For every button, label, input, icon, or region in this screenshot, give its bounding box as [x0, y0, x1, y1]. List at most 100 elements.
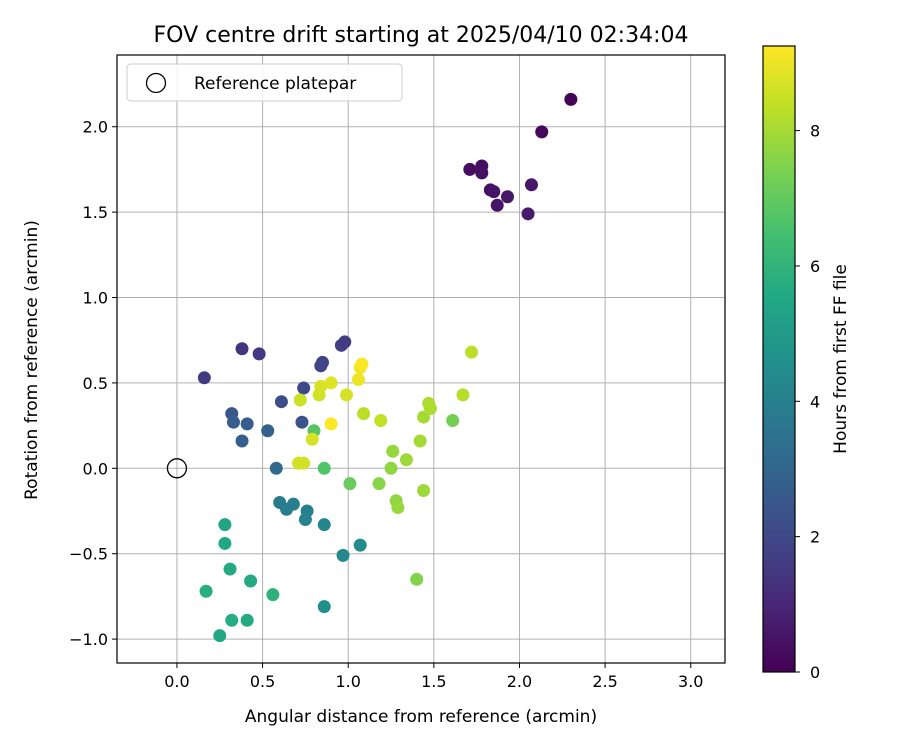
data-point: [305, 432, 319, 446]
data-point: [564, 92, 578, 106]
y-axis-label: Rotation from reference (arcmin): [22, 220, 42, 500]
data-point: [423, 402, 437, 416]
x-tick-label: 1.0: [335, 672, 360, 691]
data-point: [218, 536, 232, 550]
legend-entry-reference: Reference platepar: [194, 74, 356, 94]
x-tick-label: 0.5: [250, 672, 275, 691]
colorbar-tick-label: 4: [810, 392, 820, 411]
colorbar: 0 2 4 6 8 Hours from first FF file: [762, 45, 851, 682]
colorbar-ticks: 0 2 4 6 8: [795, 122, 820, 682]
legend: Reference platepar: [126, 63, 403, 102]
data-point: [252, 347, 266, 361]
data-point: [353, 538, 367, 552]
data-point: [446, 413, 460, 427]
data-point: [372, 477, 386, 491]
data-point: [266, 588, 280, 602]
y-tick-label: −0.5: [69, 545, 108, 564]
data-point: [317, 518, 331, 532]
data-point: [338, 335, 352, 349]
data-point: [324, 417, 338, 431]
data-point: [456, 388, 470, 402]
data-point: [314, 359, 328, 373]
data-point: [524, 178, 538, 192]
data-point: [384, 461, 398, 475]
data-point: [235, 342, 249, 356]
data-point: [197, 371, 211, 385]
colorbar-tick-label: 8: [810, 122, 820, 141]
y-tick-label: −1.0: [69, 630, 108, 649]
data-point: [297, 381, 311, 395]
data-point: [374, 413, 388, 427]
data-point: [314, 379, 328, 393]
data-point: [410, 572, 424, 586]
data-point: [240, 613, 254, 627]
data-point: [261, 424, 275, 438]
y-tick-label: 0.5: [83, 374, 108, 393]
data-point: [490, 198, 504, 212]
data-point: [274, 395, 288, 409]
data-point: [386, 444, 400, 458]
plot-frame: [116, 54, 726, 664]
x-tick-label: 2.5: [592, 672, 617, 691]
grid: [117, 55, 725, 663]
data-points: [166, 92, 578, 643]
data-point: [521, 207, 535, 221]
data-point: [475, 166, 489, 180]
x-tick-label: 0.0: [164, 672, 189, 691]
colorbar-label: Hours from first FF file: [831, 264, 851, 454]
chart-title: FOV centre drift starting at 2025/04/10 …: [154, 23, 689, 48]
data-point: [355, 357, 369, 371]
data-point: [286, 497, 300, 511]
colorbar-tick-label: 2: [810, 528, 820, 547]
colorbar-frame: [762, 45, 796, 673]
data-point: [317, 600, 331, 614]
data-point: [343, 477, 357, 491]
colorbar-tick-label: 6: [810, 257, 820, 276]
y-tick-label: 0.0: [83, 459, 108, 478]
data-point: [351, 372, 365, 386]
x-tick-label: 2.0: [507, 672, 532, 691]
legend-box: [126, 63, 403, 102]
data-point: [391, 501, 405, 515]
x-tick-label: 3.0: [678, 672, 703, 691]
data-point: [225, 613, 239, 627]
data-point: [413, 434, 427, 448]
data-point: [339, 388, 353, 402]
data-point: [240, 417, 254, 431]
data-point: [357, 407, 371, 421]
data-point: [235, 434, 249, 448]
y-axis-ticks: −1.0 −0.5 0.0 0.5 1.0 1.5 2.0: [69, 118, 117, 649]
y-tick-label: 2.0: [83, 118, 108, 137]
colorbar-tick-label: 0: [810, 663, 820, 682]
data-point: [417, 484, 431, 498]
data-point: [292, 456, 306, 470]
data-point: [463, 162, 477, 176]
data-point: [298, 513, 312, 527]
y-tick-label: 1.5: [83, 203, 108, 222]
data-point: [399, 453, 413, 467]
reference-point-marker: [166, 458, 188, 479]
data-point: [465, 345, 479, 359]
data-point: [336, 548, 350, 562]
data-point: [500, 190, 514, 204]
x-axis-label: Angular distance from reference (arcmin): [245, 707, 597, 727]
data-point: [317, 461, 331, 475]
data-point: [213, 629, 227, 643]
data-point: [487, 185, 501, 199]
data-point: [244, 574, 258, 588]
data-point: [269, 461, 283, 475]
data-point: [218, 518, 232, 532]
data-point: [199, 584, 213, 598]
x-tick-label: 1.5: [421, 672, 446, 691]
data-point: [293, 393, 307, 407]
data-point: [324, 376, 338, 390]
colorbar-gradient: [763, 46, 795, 672]
data-point: [535, 125, 549, 139]
data-point: [226, 415, 240, 429]
y-tick-label: 1.0: [83, 289, 108, 308]
data-point: [295, 415, 309, 429]
data-point: [223, 562, 237, 576]
legend-marker-reference: [145, 72, 167, 94]
